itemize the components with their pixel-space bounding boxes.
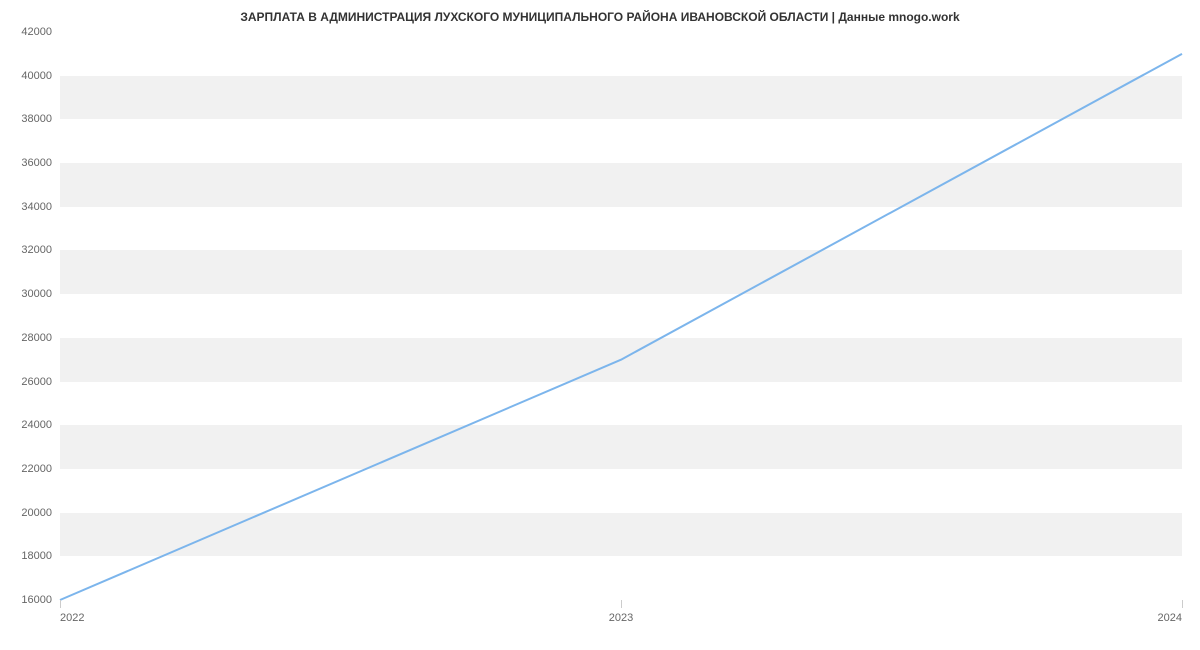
y-axis-tick-label: 26000	[2, 376, 52, 388]
y-axis-tick-label: 42000	[2, 26, 52, 38]
x-axis-tick-mark	[621, 600, 622, 608]
y-axis-tick-label: 30000	[2, 288, 52, 300]
x-axis-tick-label: 2023	[609, 612, 633, 624]
y-axis-tick-label: 20000	[2, 507, 52, 519]
y-axis-tick-label: 28000	[2, 332, 52, 344]
x-axis-tick-mark	[60, 600, 61, 608]
y-axis-tick-label: 22000	[2, 463, 52, 475]
plot-area	[60, 32, 1182, 600]
line-layer	[60, 32, 1182, 600]
series-line-salary	[60, 54, 1182, 600]
y-axis-tick-label: 40000	[2, 70, 52, 82]
y-axis-tick-label: 32000	[2, 244, 52, 256]
chart-title: ЗАРПЛАТА В АДМИНИСТРАЦИЯ ЛУХСКОГО МУНИЦИ…	[0, 10, 1200, 24]
x-axis-tick-mark	[1182, 600, 1183, 608]
x-axis-tick-label: 2024	[1158, 612, 1182, 624]
y-axis-tick-label: 38000	[2, 113, 52, 125]
y-axis-tick-label: 36000	[2, 157, 52, 169]
x-axis-tick-label: 2022	[60, 612, 84, 624]
y-axis-tick-label: 16000	[2, 594, 52, 606]
y-axis-tick-label: 34000	[2, 201, 52, 213]
y-axis-tick-label: 18000	[2, 550, 52, 562]
y-axis-tick-label: 24000	[2, 419, 52, 431]
